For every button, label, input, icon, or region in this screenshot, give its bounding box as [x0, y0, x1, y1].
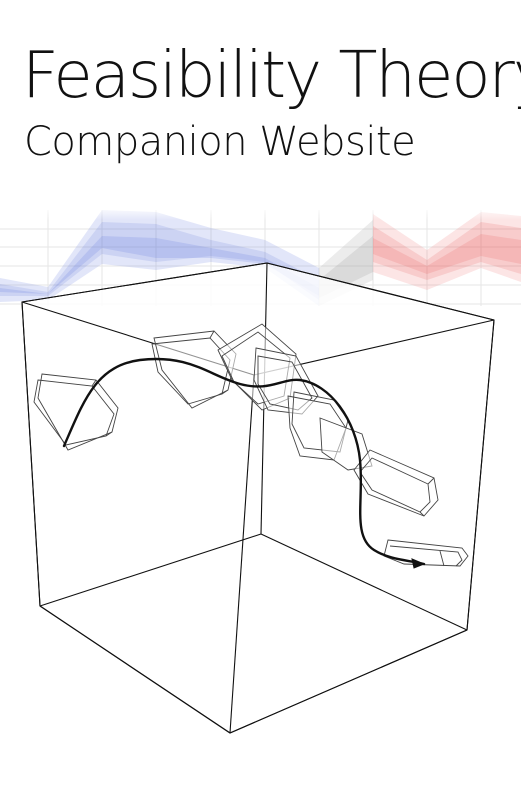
- banner-band-blue: [0, 210, 319, 306]
- banner-fade-top: [0, 206, 521, 220]
- book-subtitle: Companion Website: [24, 119, 416, 165]
- arrowhead-icon: [411, 558, 426, 569]
- banner-band-red: [373, 212, 521, 290]
- book-title: Feasibility Theory: [22, 39, 521, 113]
- trajectory-curve: [62, 357, 426, 566]
- polytope-2: [151, 330, 237, 409]
